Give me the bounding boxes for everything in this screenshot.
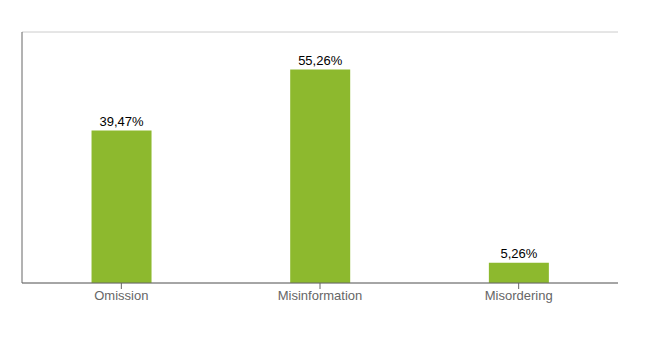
svg-text:55,26%: 55,26%: [298, 53, 343, 68]
svg-text:Omission: Omission: [94, 288, 148, 303]
svg-text:39,47%: 39,47%: [99, 114, 144, 129]
svg-text:5,26%: 5,26%: [500, 246, 537, 261]
svg-text:Misordering: Misordering: [485, 288, 553, 303]
svg-text:Misinformation: Misinformation: [278, 288, 363, 303]
